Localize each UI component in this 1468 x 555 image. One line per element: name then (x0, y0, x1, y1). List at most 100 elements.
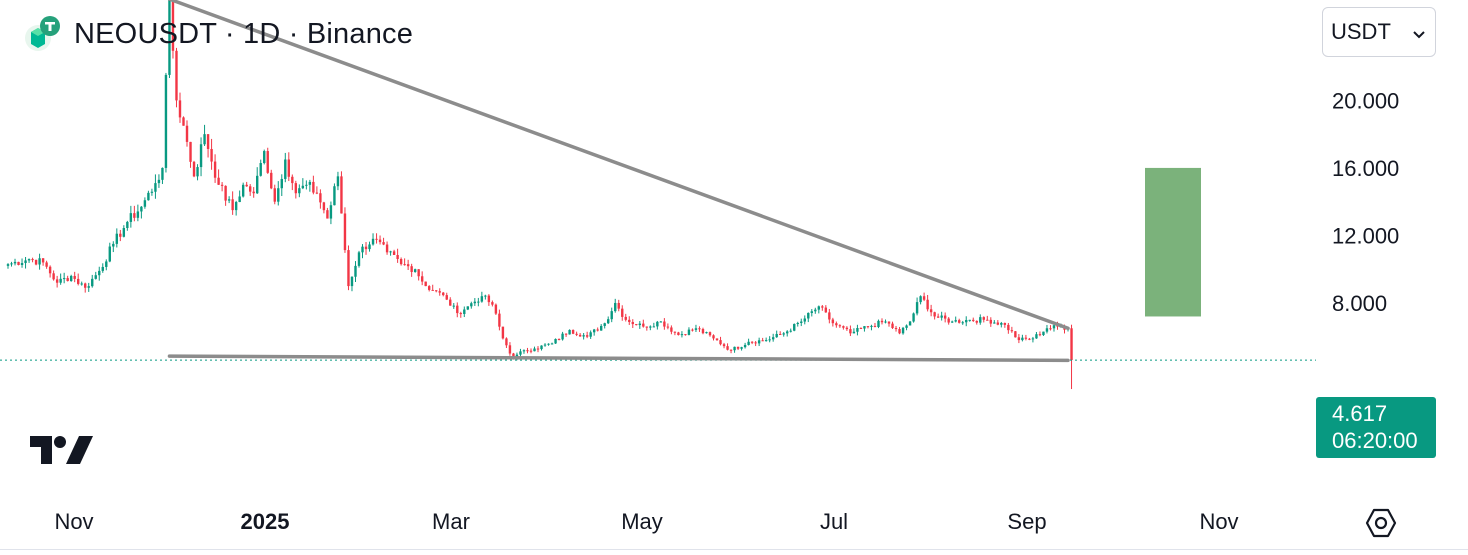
candle-body (550, 343, 554, 345)
candle-body (729, 349, 733, 351)
candle-body (326, 210, 329, 219)
candle-body (168, 0, 171, 75)
settings-gear-icon[interactable] (1364, 506, 1398, 545)
candle-body (413, 269, 417, 272)
candle-body (227, 199, 231, 201)
candle-body (410, 266, 413, 272)
candle-body (452, 305, 455, 307)
candle-body (1038, 334, 1042, 336)
candle-body (10, 263, 13, 265)
candle-body (340, 176, 343, 214)
candle-body (803, 318, 806, 322)
candle-body (940, 315, 943, 318)
candle-body (614, 302, 617, 312)
candle-body (69, 275, 73, 282)
candle-body (701, 329, 705, 334)
time-tick-label: Jul (820, 509, 848, 534)
candle-body (740, 347, 743, 349)
candle-body (470, 303, 473, 307)
candle-body (98, 270, 101, 276)
candle-body (793, 324, 796, 331)
candle-body (831, 319, 835, 324)
candle-body (712, 335, 715, 339)
candle-body (919, 296, 922, 303)
candle-body (438, 291, 441, 293)
candle-body (779, 333, 782, 335)
candle-body (989, 319, 992, 324)
candle-body (522, 350, 526, 352)
support-trendline[interactable] (167, 354, 1070, 363)
candle-body (891, 323, 894, 329)
candle-body (347, 250, 350, 287)
candle-body (62, 278, 66, 280)
candle-body (761, 340, 764, 342)
candle-body (315, 192, 319, 194)
candle-body (1049, 328, 1052, 330)
candle-body (13, 261, 17, 264)
tradingview-logo-icon[interactable] (30, 434, 94, 471)
candle-body (364, 246, 368, 250)
candle-body (950, 321, 954, 323)
candle-body (484, 295, 487, 297)
candle-body (24, 260, 27, 264)
candle-body (645, 326, 649, 328)
candle-body (873, 325, 877, 327)
candle-body (905, 325, 908, 328)
candle-body (122, 228, 126, 237)
candle-body (947, 318, 950, 323)
candle-body (442, 292, 445, 296)
candle-body (1021, 337, 1024, 341)
chart-bottom-divider (0, 549, 1468, 550)
currency-value: USDT (1331, 19, 1391, 44)
candle-body (968, 319, 971, 321)
candle-body (1042, 331, 1045, 336)
candle-body (55, 279, 59, 283)
candle-body (112, 243, 115, 247)
descending-trendline[interactable] (167, 0, 1070, 331)
price-tick-label: 12.000 (1332, 223, 1399, 248)
candle-body (354, 265, 357, 277)
candle-body (217, 177, 220, 185)
candle-body (585, 335, 589, 337)
neo-coin-logo-icon[interactable] (24, 14, 64, 54)
candle-body (178, 100, 182, 118)
candle-body (849, 329, 852, 334)
candle-body (301, 185, 305, 189)
candle-body (603, 323, 606, 326)
candle-body (480, 296, 484, 302)
target-zone-box[interactable] (1145, 167, 1201, 317)
candle-body (786, 331, 789, 334)
candle-body (540, 345, 543, 350)
candle-body (273, 188, 276, 202)
candle-body (870, 325, 873, 327)
candle-body (505, 338, 508, 346)
candle-body (147, 192, 150, 201)
currency-select[interactable]: USDT (1322, 7, 1436, 57)
candle-body (687, 329, 691, 335)
candle-body (768, 339, 771, 341)
last-price-value: 4.617 (1332, 401, 1388, 426)
candle-body (45, 262, 48, 267)
candle-body (705, 332, 708, 334)
candle-body (743, 344, 747, 348)
candle-body (59, 278, 62, 283)
candle-body (1028, 338, 1031, 340)
candle-body (607, 319, 610, 324)
candle-body (491, 302, 494, 305)
candle-body (378, 239, 382, 243)
candle-body (719, 340, 722, 345)
candle-body (284, 159, 287, 179)
candle-body (210, 148, 213, 162)
candle-body (498, 313, 501, 327)
candle-body (561, 333, 564, 340)
time-axis[interactable]: Nov 2025 Mar May Jul Sep Nov (54, 509, 1238, 534)
candle-body (508, 345, 512, 354)
candle-body (477, 301, 480, 303)
candle-body (1031, 338, 1035, 340)
candle-body (915, 302, 919, 314)
candle-body (105, 261, 108, 267)
candle-body (17, 261, 20, 265)
candle-body (764, 340, 768, 342)
